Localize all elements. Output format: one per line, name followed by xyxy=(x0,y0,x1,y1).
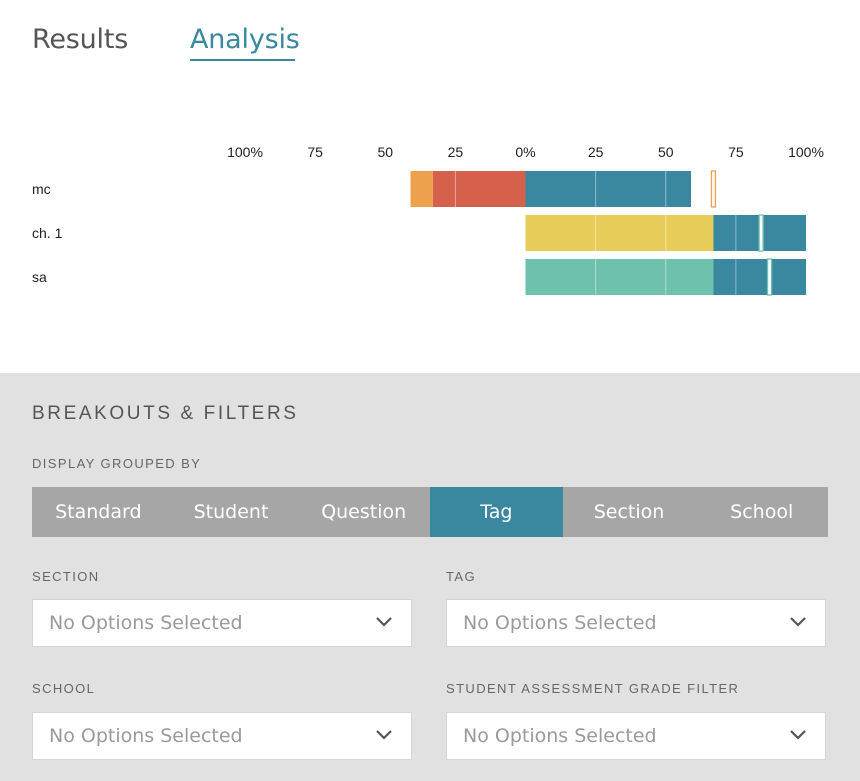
row-label: mc xyxy=(32,181,51,197)
tag-filter-value: No Options Selected xyxy=(463,612,657,634)
section-filter-select[interactable]: No Options Selected xyxy=(32,599,412,647)
chevron-down-icon xyxy=(790,730,806,740)
grade-filter-select[interactable]: No Options Selected xyxy=(446,712,826,760)
tag-filter-select[interactable]: No Options Selected xyxy=(446,599,826,647)
school-filter-value: No Options Selected xyxy=(49,725,243,747)
tab-results[interactable]: Results xyxy=(32,24,129,55)
panel-title: BREAKOUTS & FILTERS xyxy=(32,403,299,424)
school-filter-select[interactable]: No Options Selected xyxy=(32,712,412,760)
x-tick-label: 75 xyxy=(728,144,744,160)
x-tick-label: 25 xyxy=(587,144,604,160)
tab-analysis[interactable]: Analysis xyxy=(190,24,300,55)
bar-segment-negative xyxy=(410,171,433,207)
bar-segment-positive xyxy=(713,259,806,295)
chevron-down-icon xyxy=(376,730,392,740)
x-tick-label: 50 xyxy=(657,144,674,160)
group-by-school-button[interactable]: School xyxy=(730,501,794,523)
row-label: sa xyxy=(32,269,47,285)
group-by-question-button[interactable]: Question xyxy=(321,501,407,523)
x-tick-label: 100% xyxy=(788,144,824,160)
bar-marker xyxy=(758,214,764,252)
chevron-down-icon xyxy=(790,617,806,627)
group-by-section-button[interactable]: Section xyxy=(593,501,665,523)
view-tabs: Results Analysis xyxy=(32,22,432,66)
grade-filter-label: STUDENT ASSESSMENT GRADE FILTER xyxy=(446,681,740,696)
bar-segment-positive xyxy=(525,171,691,207)
group-by-tag-button[interactable]: Tag xyxy=(430,487,563,537)
x-tick-label: 75 xyxy=(307,144,323,160)
x-tick-label: 25 xyxy=(447,144,464,160)
x-tick-label: 50 xyxy=(377,144,394,160)
x-tick-label: 100% xyxy=(227,144,263,160)
bar-marker xyxy=(710,170,717,208)
display-grouped-by-label: DISPLAY GROUPED BY xyxy=(32,456,202,471)
chevron-down-icon xyxy=(376,617,392,627)
school-filter-label: SCHOOL xyxy=(32,681,96,696)
x-tick-label: 0% xyxy=(515,144,536,160)
section-filter-label: SECTION xyxy=(32,569,100,584)
bar-segment-positive xyxy=(525,259,714,295)
chart-bars xyxy=(410,170,806,296)
row-label: ch. 1 xyxy=(32,225,63,241)
bar-segment-negative xyxy=(432,171,526,207)
analysis-chart: 100% 75 50 25 0% 25 50 75 100% mc ch. 1 sa xyxy=(0,130,860,310)
active-tab-underline xyxy=(190,59,295,61)
breakouts-filters-panel: BREAKOUTS & FILTERS DISPLAY GROUPED BY S… xyxy=(0,373,860,781)
grade-filter-value: No Options Selected xyxy=(463,725,657,747)
bar-marker xyxy=(766,258,773,296)
group-by-student-button[interactable]: Student xyxy=(193,501,269,523)
group-by-standard-button[interactable]: Standard xyxy=(55,501,142,523)
tag-filter-label: TAG xyxy=(446,569,476,584)
section-filter-value: No Options Selected xyxy=(49,612,243,634)
group-by-segmented-control: Standard Student Question Tag Section Sc… xyxy=(32,487,828,537)
bar-segment-positive xyxy=(525,215,714,251)
